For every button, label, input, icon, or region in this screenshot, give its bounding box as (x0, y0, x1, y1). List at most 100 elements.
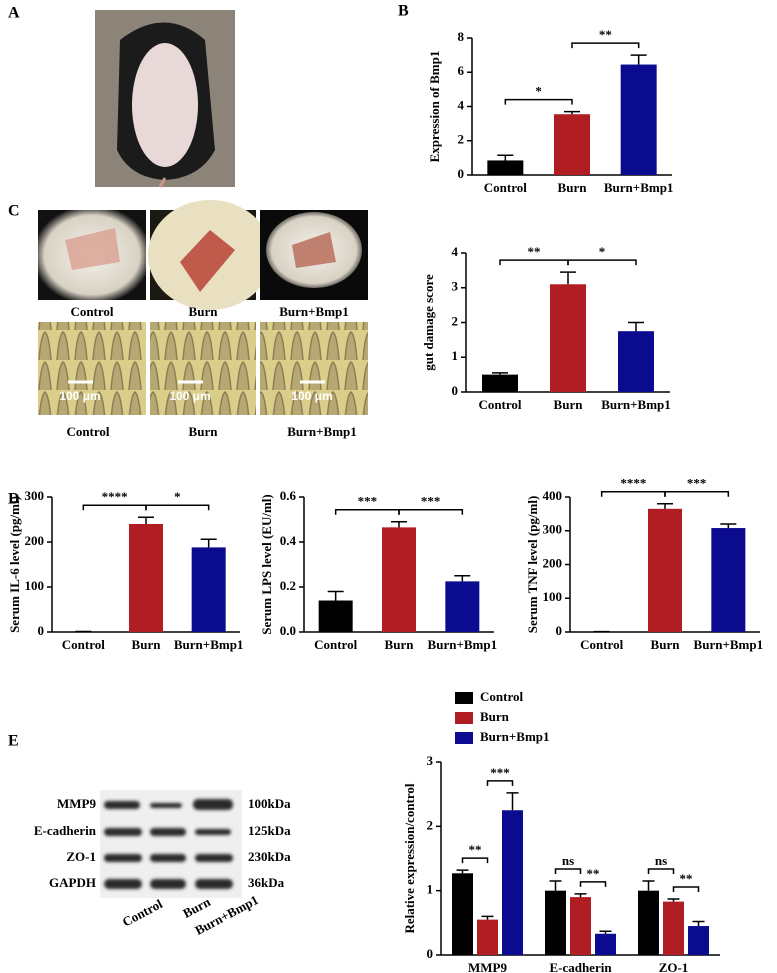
protein-label: ZO-1 (66, 849, 96, 864)
image-label: Control (70, 304, 113, 319)
error-bar (506, 792, 519, 811)
sig-bracket (647, 868, 675, 875)
sig-label: ** (469, 842, 482, 857)
y-tick-label: 3 (452, 279, 459, 294)
legend-swatch (455, 732, 473, 744)
error-bar (327, 590, 344, 601)
y-axis-label: Serum IL-6 level (pg/ml) (7, 496, 22, 633)
sig-label: *** (687, 476, 707, 491)
y-tick-label: 2 (458, 132, 465, 147)
protein-label: E-cadherin (34, 823, 97, 838)
y-tick-label: 4 (458, 97, 465, 112)
x-tick-label: Burn+Bmp1 (601, 397, 671, 412)
y-tick-label: 3 (427, 753, 434, 768)
error-bar (138, 516, 154, 524)
sig-label: *** (358, 494, 378, 509)
legend-label: Burn (480, 709, 510, 724)
error-bar (574, 893, 587, 898)
y-tick-label: 300 (25, 488, 45, 503)
sig-label: * (535, 84, 542, 99)
sig-bracket (82, 504, 147, 511)
image-label: Burn (189, 424, 219, 439)
x-tick-label: E-cadherin (549, 960, 612, 973)
error-bar (456, 869, 469, 874)
scale-label: 100 μm (59, 389, 100, 403)
y-axis-label: Expression of Bmp1 (427, 51, 442, 163)
x-tick-label: Burn (554, 397, 584, 412)
error-bar (628, 321, 644, 332)
sig-label: * (599, 244, 606, 259)
x-tick-label: Control (314, 637, 357, 652)
bar (452, 873, 473, 955)
bar (595, 933, 616, 955)
panel-letter: D (8, 491, 20, 508)
error-bar (599, 930, 612, 934)
y-tick-label: 400 (543, 488, 563, 503)
sig-label: *** (490, 765, 510, 780)
error-bar (200, 538, 217, 548)
protein-label: GAPDH (49, 875, 96, 890)
x-tick-label: Burn (385, 637, 415, 652)
bar (191, 547, 226, 632)
x-tick-label: ZO-1 (659, 960, 689, 973)
bar (550, 284, 586, 392)
bar (688, 926, 709, 955)
y-tick-label: 0.2 (280, 578, 296, 593)
sig-label: ns (655, 853, 667, 868)
x-tick-label: Control (484, 180, 527, 195)
error-bar (391, 521, 407, 528)
error-bar (497, 154, 514, 161)
y-tick-label: 0 (452, 383, 459, 398)
error-bar (630, 54, 647, 65)
protein-label: MMP9 (57, 796, 96, 811)
bar (445, 581, 480, 632)
bar (482, 374, 518, 392)
legend-swatch (455, 692, 473, 704)
y-tick-label: 1 (427, 882, 434, 897)
y-tick-label: 100 (543, 589, 563, 604)
legend-swatch (455, 712, 473, 724)
sig-bracket (554, 868, 582, 875)
y-tick-label: 2 (452, 313, 459, 328)
bar (618, 331, 654, 392)
y-tick-label: 200 (543, 555, 563, 570)
sig-label: * (174, 489, 181, 504)
image-label: Burn+Bmp1 (279, 304, 349, 319)
y-tick-label: 0.0 (280, 623, 296, 638)
error-bar (692, 920, 705, 927)
y-axis-label: gut damage score (421, 274, 436, 371)
x-tick-label: Burn+Bmp1 (694, 637, 764, 652)
bar (382, 527, 416, 632)
sig-label: *** (421, 494, 441, 509)
image-label: Control (66, 424, 109, 439)
error-bar (560, 271, 576, 285)
panel-letter: C (8, 203, 20, 220)
sig-bracket (567, 259, 637, 266)
y-tick-label: 100 (25, 578, 45, 593)
y-axis-label: Serum LPS level (EU/ml) (259, 494, 274, 634)
x-tick-label: MMP9 (468, 960, 507, 973)
sig-bracket (571, 42, 640, 49)
error-bar (492, 372, 508, 375)
image-label: Burn+Bmp1 (287, 424, 357, 439)
error-bar (454, 575, 471, 582)
y-tick-label: 0 (458, 166, 465, 181)
bar (711, 528, 746, 632)
mouse-photo (95, 10, 235, 188)
panel-letter: A (8, 5, 20, 22)
y-tick-label: 2 (427, 817, 434, 832)
bar (554, 114, 590, 175)
scale-label: 100 μm (291, 389, 332, 403)
y-tick-label: 6 (458, 63, 465, 78)
y-tick-label: 8 (458, 29, 465, 44)
bar (570, 897, 591, 955)
sig-bracket (600, 491, 666, 497)
sig-bracket (398, 509, 464, 515)
legend-label: Control (480, 689, 523, 704)
sig-label: **** (102, 489, 128, 504)
sig-bracket (672, 886, 700, 893)
bar (487, 160, 524, 175)
x-tick-label: Control (62, 637, 105, 652)
panel-letter: B (398, 3, 409, 20)
